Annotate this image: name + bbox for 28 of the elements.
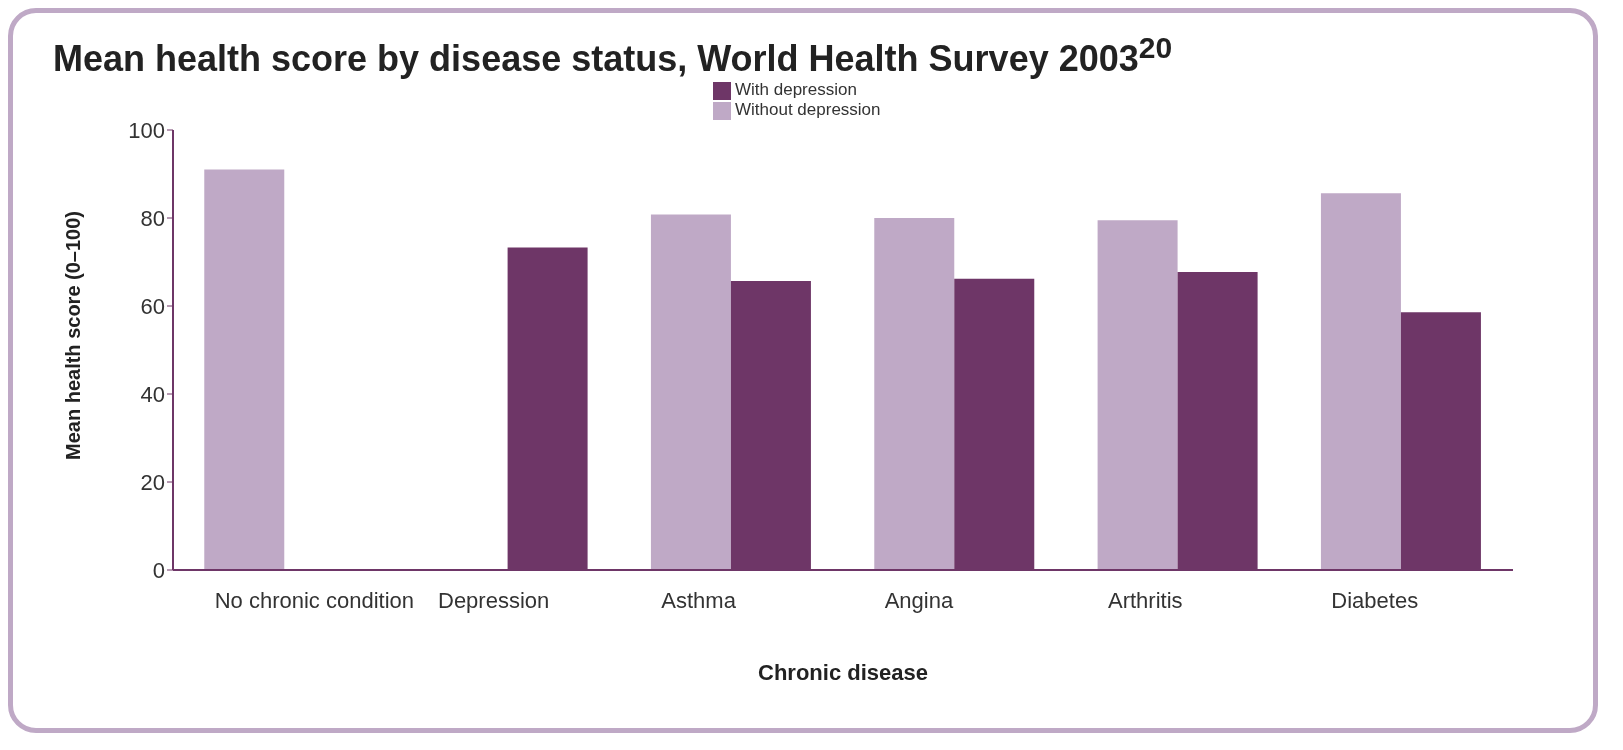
- x-tick-label: Asthma: [661, 587, 737, 613]
- y-axis-title: Mean health score (0–100): [62, 211, 85, 460]
- bar: [874, 218, 955, 570]
- y-tick-label: 60: [140, 293, 165, 319]
- bar: [1320, 193, 1401, 570]
- legend-label: With depression: [735, 80, 857, 99]
- chart-title: Mean health score by disease status, World Health Survey 2003$^{20}$: [52, 30, 1174, 80]
- y-tick-label: 0: [152, 557, 165, 583]
- bar: [507, 247, 588, 570]
- y-tick-label: 80: [140, 205, 165, 231]
- bar: [1177, 272, 1258, 570]
- bar: [650, 214, 731, 570]
- bar: [1097, 220, 1178, 570]
- y-tick-label: 40: [140, 381, 165, 407]
- bar: [730, 280, 811, 570]
- bar: [204, 169, 285, 570]
- x-axis-title: Chronic disease: [758, 660, 928, 685]
- x-tick-label: Diabetes: [1331, 587, 1419, 613]
- y-tick-label: 100: [128, 117, 165, 143]
- bar: [1400, 312, 1481, 570]
- x-tick-label: Angina: [884, 587, 954, 613]
- rounded-frame: Mean health score by disease status, World Health Survey 2003$^{20}$ With depression Without depression No chronic condition Depression Asthma Angina Arthritis Diabetes Chronic disease 0 20 40 60 80 100 Mean health score (0–100): [8, 8, 1598, 733]
- x-tick-label: No chronic condition: [214, 587, 415, 613]
- y-tick-label: 20: [140, 469, 165, 495]
- x-tick-label: Depression: [438, 587, 550, 613]
- x-tick-label: Arthritis: [1108, 587, 1183, 613]
- legend-label: Without depression: [735, 100, 881, 119]
- bar: [954, 278, 1035, 570]
